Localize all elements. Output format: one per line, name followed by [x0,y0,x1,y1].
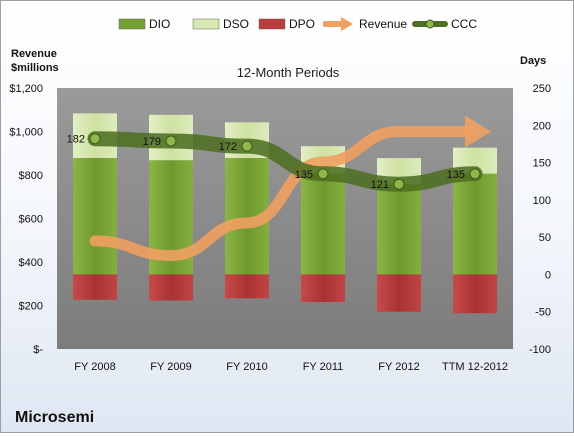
revenue-line [89,126,475,261]
left-tick-label: $- [33,344,43,356]
dio-bar [453,173,497,275]
chart-title: 12-Month Periods [237,65,340,80]
x-tick-label: TTM 12-2012 [442,361,508,373]
left-tick-label: $400 [19,257,43,269]
legend-swatch [258,18,286,30]
right-axis: -100 -50 0 50 100 150 200 250 [529,83,551,356]
dpo-bar [453,274,497,314]
legend-label: DSO [223,17,249,31]
legend-swatch [118,18,146,30]
ccc-marker [165,135,177,147]
dio-bar [377,184,421,275]
legend: DIO DSO DPO Revenue CCC [118,17,477,31]
left-tick-label: $1,000 [9,127,43,139]
ccc-marker [469,168,481,180]
revenue-series [89,115,491,261]
x-tick-label: FY 2009 [150,361,191,373]
x-tick-label: FY 2012 [378,361,419,373]
legend-swatch-marker [425,19,435,29]
ccc-data-label: 121 [371,179,389,191]
right-tick-label: 200 [533,120,551,132]
left-tick-label: $800 [19,170,43,182]
x-tick-label: FY 2011 [303,361,344,373]
left-axis-label-line2: $millions [11,62,59,74]
dpo-bar [225,274,269,299]
bar-series [73,113,497,314]
left-tick-label: $200 [19,301,43,313]
ccc-marker [317,168,329,180]
right-tick-label: -50 [535,307,551,319]
ccc-data-label: 182 [67,134,85,146]
legend-label: DIO [149,17,170,31]
ccc-marker [89,133,101,145]
dpo-bar [149,274,193,301]
x-axis: FY 2008 FY 2009 FY 2010 FY 2011 FY 2012 TTM 1… [74,361,508,373]
company-name: Microsemi [15,409,94,426]
right-axis-label: Days [520,55,546,67]
left-axis: $- $200 $400 $600 $800 $1,000 $1,200 [9,83,43,356]
right-tick-label: 250 [533,83,551,95]
legend-label: DPO [289,17,315,31]
right-tick-label: -100 [529,344,551,356]
ccc-data-label: 135 [295,169,313,181]
left-axis-label-line1: Revenue [11,48,57,60]
left-tick-label: $1,200 [9,83,43,95]
dio-bar [301,173,345,275]
left-tick-label: $600 [19,214,43,226]
ccc-series: 182 179 172 135 121 135 [67,131,483,192]
right-tick-label: 50 [539,232,551,244]
legend-label: Revenue [359,17,407,31]
dpo-bar [73,274,117,300]
ccc-marker [241,140,253,152]
revenue-arrowhead [465,115,491,148]
dio-bar [73,158,117,275]
ccc-data-label: 135 [447,169,465,181]
legend-swatch [192,18,220,30]
legend-label: CCC [451,17,477,31]
ccc-data-label: 172 [219,141,237,153]
right-tick-label: 0 [545,269,551,281]
right-tick-label: 150 [533,158,551,170]
legend-swatch-arrowhead [341,17,353,31]
dpo-bar [301,274,345,303]
ccc-data-label: 179 [143,136,161,148]
x-tick-label: FY 2008 [74,361,115,373]
right-tick-label: 100 [533,195,551,207]
ccc-marker [393,178,405,190]
x-tick-label: FY 2010 [226,361,267,373]
dpo-bar [377,274,421,312]
